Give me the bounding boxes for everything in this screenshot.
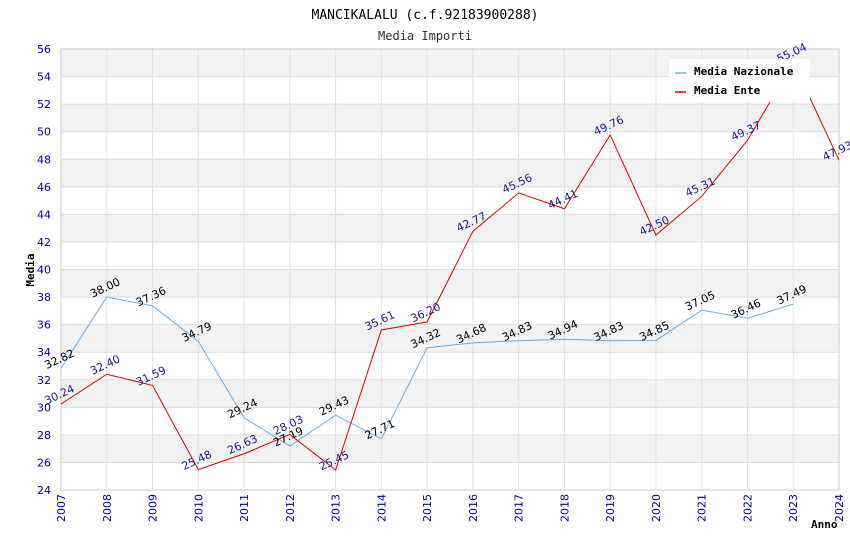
x-tick-label: 2015 bbox=[421, 494, 434, 522]
y-axis-ticks: 24 26 28 30 32 34 36 38 40 42 44 46 48 50 52 54 56 bbox=[37, 43, 51, 497]
x-axis-label: Anno bbox=[811, 518, 838, 531]
x-axis-ticks: 2007 2008 2009 2010 2011 2012 2013 2014 2015 2016… bbox=[55, 494, 846, 522]
x-tick-label: 2014 bbox=[375, 494, 388, 522]
grid-band bbox=[61, 379, 839, 408]
y-axis-label: Media bbox=[24, 253, 37, 286]
y-tick-label: 36 bbox=[37, 319, 51, 332]
legend-box bbox=[669, 59, 810, 102]
y-tick-label: 44 bbox=[37, 208, 51, 221]
chart-subtitle: Media Importi bbox=[378, 29, 472, 43]
y-tick-label: 34 bbox=[37, 346, 51, 359]
x-tick-label: 2008 bbox=[101, 494, 114, 522]
x-tick-label: 2021 bbox=[696, 494, 709, 522]
y-tick-label: 38 bbox=[37, 291, 51, 304]
y-tick-label: 30 bbox=[37, 401, 51, 414]
x-tick-label: 2009 bbox=[147, 494, 160, 522]
data-label: 36.20 bbox=[409, 300, 443, 325]
series-line-media-ente bbox=[60, 61, 840, 471]
y-tick-label: 28 bbox=[37, 429, 51, 442]
y-tick-label: 56 bbox=[37, 43, 51, 56]
plot-area bbox=[60, 48, 840, 491]
grid-band bbox=[61, 159, 839, 187]
x-tick-label: 2007 bbox=[55, 494, 68, 522]
grid-band bbox=[61, 324, 839, 353]
x-tick-label: 2023 bbox=[787, 494, 800, 522]
series-line-media-nazionale bbox=[60, 296, 794, 447]
x-tick-label: 2020 bbox=[650, 494, 663, 522]
y-tick-label: 46 bbox=[37, 181, 51, 194]
legend-label-media-ente: Media Ente bbox=[694, 84, 761, 97]
grid-band bbox=[61, 214, 839, 242]
y-tick-label: 26 bbox=[37, 456, 51, 469]
grid-band bbox=[61, 104, 839, 132]
x-tick-label: 2011 bbox=[238, 494, 251, 522]
y-tick-label: 54 bbox=[37, 71, 51, 84]
x-tick-label: 2018 bbox=[558, 494, 571, 522]
legend-label-media-nazionale: Media Nazionale bbox=[694, 65, 794, 78]
data-label: 32.40 bbox=[88, 353, 122, 378]
x-tick-label: 2024 bbox=[833, 494, 846, 522]
grid-bands bbox=[61, 49, 839, 463]
x-tick-label: 2010 bbox=[192, 494, 205, 522]
y-tick-label: 24 bbox=[37, 484, 51, 497]
y-tick-label: 40 bbox=[37, 264, 51, 277]
y-tick-label: 48 bbox=[37, 153, 51, 166]
grid-band bbox=[61, 434, 839, 463]
series-layer bbox=[60, 61, 840, 471]
legend: Media Nazionale Media Ente bbox=[669, 59, 810, 102]
y-tick-label: 42 bbox=[37, 236, 51, 249]
y-tick-label: 50 bbox=[37, 126, 51, 139]
chart-title: MANCIKALALU (c.f.92183900288) bbox=[312, 8, 539, 23]
x-tick-label: 2022 bbox=[741, 494, 754, 522]
x-tick-label: 2017 bbox=[513, 494, 526, 522]
grid-band bbox=[61, 269, 839, 298]
x-tick-label: 2016 bbox=[467, 494, 480, 522]
y-tick-label: 32 bbox=[37, 374, 51, 387]
x-tick-label: 2019 bbox=[604, 494, 617, 522]
x-tick-label: 2012 bbox=[284, 494, 297, 522]
y-tick-label: 52 bbox=[37, 98, 51, 111]
x-tick-label: 2013 bbox=[330, 494, 343, 522]
